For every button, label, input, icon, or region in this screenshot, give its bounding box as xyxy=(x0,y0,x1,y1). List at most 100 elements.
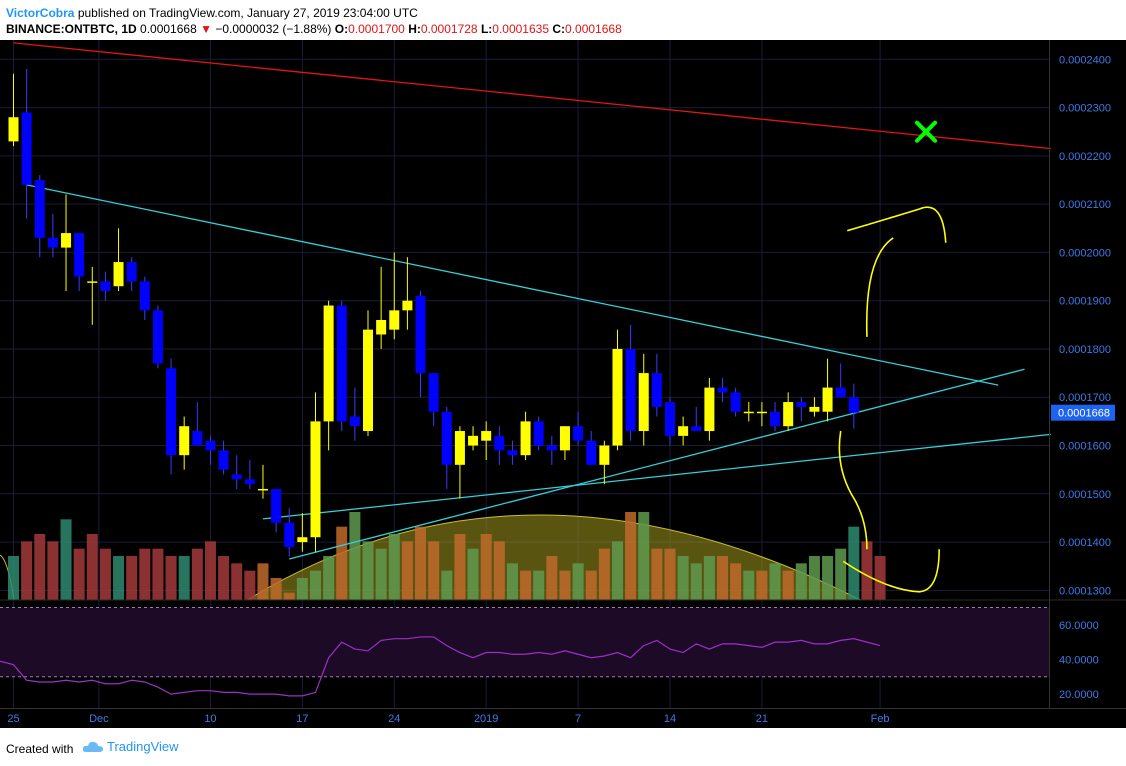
volume-bar xyxy=(651,548,663,600)
candle-body xyxy=(783,402,794,427)
high-value: 0.0001728 xyxy=(420,22,478,36)
volume-bar xyxy=(257,563,269,600)
volume-bar xyxy=(585,570,597,600)
volume-bar xyxy=(296,578,308,600)
price-tick-label: 0.0001600 xyxy=(1059,441,1111,453)
trendlines xyxy=(13,42,1051,560)
candle-body xyxy=(349,416,360,427)
rsi-band xyxy=(0,607,1049,677)
candle-body xyxy=(665,402,675,436)
drawn-up-curve xyxy=(865,237,894,337)
volume-bar xyxy=(730,563,742,600)
candle-body xyxy=(638,373,649,432)
volume-bar xyxy=(401,541,413,600)
volume-bar xyxy=(861,541,873,600)
candle-body xyxy=(835,387,846,398)
high-label: H: xyxy=(408,22,421,36)
price-tick-label: 0.0001700 xyxy=(1059,392,1111,404)
volume-bar xyxy=(165,556,177,600)
symbol-label: BINANCE:ONTBTC, 1D xyxy=(6,22,137,36)
volume-bar xyxy=(362,541,374,600)
volume-bars xyxy=(8,512,886,600)
volume-bar xyxy=(388,534,400,600)
footer: Created with TradingView xyxy=(0,734,1126,766)
candle-body xyxy=(520,421,531,456)
close-label: C: xyxy=(552,22,566,36)
volume-bar xyxy=(782,570,794,600)
price-tick-label: 0.0002000 xyxy=(1059,247,1111,259)
volume-bar xyxy=(441,570,453,600)
current-price-label: 0.0001668 xyxy=(1058,408,1110,420)
candle-body xyxy=(848,397,859,413)
candle-body xyxy=(494,435,505,451)
volume-bar xyxy=(677,556,689,600)
volume-bar xyxy=(231,563,243,600)
price-tick-label: 0.0001500 xyxy=(1059,489,1111,501)
candle-body xyxy=(323,305,334,422)
price-tick-label: 0.0001900 xyxy=(1059,296,1111,308)
author-name[interactable]: VictorCobra xyxy=(6,6,75,20)
volume-bar xyxy=(848,526,860,600)
close-value: 0.0001668 xyxy=(565,22,622,36)
candle-body xyxy=(47,237,58,248)
candle-body xyxy=(770,411,781,427)
price-chart[interactable]: 0.0002400 0.0002300 0.0002200 0.0002100 0.00… xyxy=(0,40,1126,728)
volume-bar xyxy=(218,556,230,600)
candle-body xyxy=(87,281,98,283)
candle-body xyxy=(257,488,268,491)
rsi-tick-label: 60.0000 xyxy=(1059,620,1099,632)
drawn-down-curve xyxy=(838,430,868,550)
candle-body xyxy=(730,392,741,412)
volume-bar xyxy=(323,556,335,600)
price-tick-label: 0.0002200 xyxy=(1059,151,1111,163)
candle-body xyxy=(402,300,413,311)
price-tick-label: 0.0001400 xyxy=(1059,537,1111,549)
volume-bar xyxy=(244,570,256,600)
candle-body xyxy=(756,411,767,414)
volume-bar xyxy=(8,556,19,600)
volume-bar xyxy=(428,541,440,600)
time-tick-label: Dec xyxy=(89,713,109,725)
volume-bar xyxy=(664,548,676,600)
volume-bar xyxy=(625,512,637,600)
volume-bar xyxy=(283,592,295,600)
volume-bar xyxy=(270,578,282,600)
time-tick-label: 14 xyxy=(664,713,676,725)
candle-body xyxy=(415,295,426,374)
volume-bar xyxy=(703,556,715,600)
volume-bar xyxy=(34,534,46,600)
open-label: O: xyxy=(334,22,349,36)
hand-drawings xyxy=(838,120,947,593)
volume-bar xyxy=(808,556,820,600)
trendline-cyan xyxy=(262,433,1051,520)
time-tick-label: 21 xyxy=(756,713,768,725)
tradingview-link[interactable]: TradingView xyxy=(82,739,179,754)
candle-body xyxy=(363,329,374,432)
candle-body xyxy=(376,320,387,335)
time-tick-label: 25 xyxy=(7,713,19,725)
drawn-up-hook xyxy=(847,206,947,243)
volume-bar xyxy=(822,556,834,600)
low-value: 0.0001635 xyxy=(492,22,549,36)
volume-bar xyxy=(99,548,111,600)
last-price: 0.0001668 xyxy=(140,22,197,36)
candle-body xyxy=(559,426,570,451)
volume-bar xyxy=(375,548,387,600)
ohlc-line: BINANCE:ONTBTC, 1D 0.0001668 ▼ −0.000003… xyxy=(6,22,622,36)
trendline-cyan xyxy=(289,368,1025,560)
green-cross-marker xyxy=(915,120,938,143)
candle-body xyxy=(126,262,137,282)
rsi-panel xyxy=(0,599,1126,697)
price-tick-label: 0.0002100 xyxy=(1059,199,1111,211)
volume-bar xyxy=(336,526,348,600)
volume-bar xyxy=(47,541,59,600)
candle-body xyxy=(166,368,177,456)
candle-body xyxy=(310,421,321,538)
volume-bar xyxy=(795,563,807,600)
candle-body xyxy=(691,426,702,432)
chart-header: VictorCobra published on TradingView.com… xyxy=(0,0,1126,40)
low-label: L: xyxy=(480,22,493,36)
axes: 0.0002400 0.0002300 0.0002200 0.0002100 0.00… xyxy=(0,40,1126,725)
chart-area[interactable]: 0.0002400 0.0002300 0.0002200 0.0002100 0.00… xyxy=(0,40,1126,728)
candle-body xyxy=(231,474,242,480)
